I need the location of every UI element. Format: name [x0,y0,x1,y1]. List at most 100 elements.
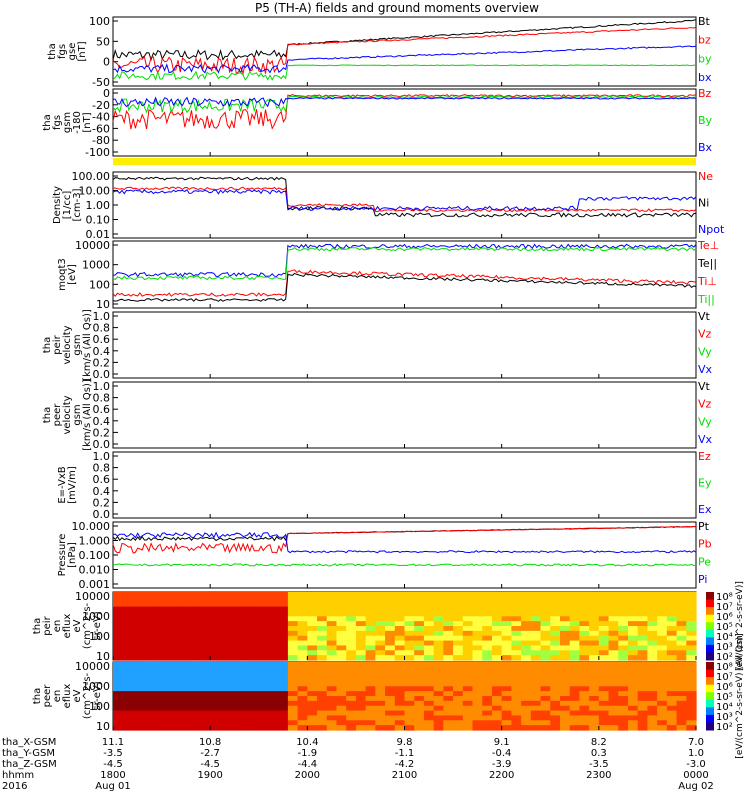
heatmap-cell [317,650,328,656]
heatmap-cell [647,621,658,627]
y-tick-label: 0 [103,56,110,69]
heatmap-cell [608,621,619,627]
heatmap-cell [618,696,629,702]
heatmap-cell [511,686,522,692]
heatmap-cell [385,630,396,637]
heatmap-cell [433,681,444,687]
heatmap-cell [278,691,289,697]
heatmap-cell [404,601,415,608]
heatmap-cell [287,596,299,603]
legend-Ey: Ey [698,477,712,490]
colorbar-segment [706,614,714,623]
heatmap-cell [394,715,406,721]
heatmap-cell [637,592,649,598]
colorbar-tick: 10⁸ [716,662,733,673]
heatmap-cell [608,686,619,692]
heatmap-cell [453,720,464,726]
heatmap-cell [433,720,444,726]
y-tick-label: 0.8 [93,322,111,335]
heatmap-cell [618,606,629,613]
heatmap-cell [287,616,299,622]
heatmap-cell [297,630,308,637]
heatmap-cell [491,621,503,627]
y-tick-label: 0.001 [79,578,111,591]
heatmap-cell [423,691,435,697]
heatmap-cell [268,635,279,642]
heatmap-cell [472,601,483,608]
heatmap-cell [317,640,328,647]
heatmap-cell [521,691,532,697]
heatmap-cell [589,691,600,697]
heatmap-cell [443,640,454,647]
heatmap-cell [287,705,299,712]
y-axis-label-line: tha [42,114,53,130]
heatmap-cell [589,650,600,656]
heatmap-cell [521,696,532,702]
heatmap-cell [181,655,192,661]
heatmap-cell [161,720,172,726]
heatmap-cell [482,671,493,678]
heatmap-cell [278,676,289,683]
heatmap-cell [278,681,289,687]
heatmap-cell [355,621,367,627]
heatmap-cell [151,662,163,668]
heatmap-cell [181,611,192,617]
heatmap-cell [258,691,270,697]
heatmap-cell [443,720,454,726]
heatmap-cell [394,650,406,656]
heatmap-cell [375,662,386,668]
heatmap-cell [433,626,444,632]
heatmap-cell [365,676,376,683]
heatmap-cell [142,601,153,608]
heatmap-cell [307,681,318,687]
heatmap-cell [423,606,435,613]
heatmap-cell [151,655,163,661]
heatmap-cell [355,655,367,661]
heatmap-cell [142,626,153,632]
heatmap-cell [365,720,376,726]
heatmap-cell [511,710,522,717]
heatmap-cell [161,666,172,673]
legend-Pt: Pt [698,520,710,533]
y-axis-label-line: E=-VxB [57,466,68,503]
heatmap-cell [433,650,444,656]
y-tick-label: 50 [96,35,110,48]
by-trace [112,64,697,81]
heatmap-cell [453,681,464,687]
heatmap-cell [637,626,649,632]
heatmap-cell [190,655,202,661]
heatmap-cell [210,666,221,673]
heatmap-cell [598,725,610,731]
heatmap-cell [336,645,347,651]
heatmap-cell [540,725,551,731]
heatmap-cell [511,662,522,668]
heatmap-cell [278,705,289,712]
heatmap-cell [268,662,279,668]
heatmap-cell [132,621,143,627]
heatmap-cell [579,596,590,603]
heatmap-cell [258,640,270,647]
heatmap-cell [394,710,406,717]
heatmap-cell [122,696,134,702]
axis-value: 2200 [489,770,514,781]
heatmap-cell [550,650,561,656]
heatmap-cell [521,705,532,712]
heatmap-cell [530,635,542,642]
heatmap-cell [171,611,182,617]
heatmap-cell [404,725,415,731]
heatmap-cell [336,725,347,731]
heatmap-cell [540,671,551,678]
heatmap-cell [200,725,211,731]
heatmap-cell [317,720,328,726]
heatmap-cell [336,705,347,712]
heatmap-cell [171,720,182,726]
heatmap-cell [414,650,425,656]
heatmap-cell [540,720,551,726]
heatmap-cell [550,676,561,683]
heatmap-cell [336,671,347,678]
heatmap-cell [385,691,396,697]
heatmap-cell [307,626,318,632]
heatmap-cell [540,662,551,668]
